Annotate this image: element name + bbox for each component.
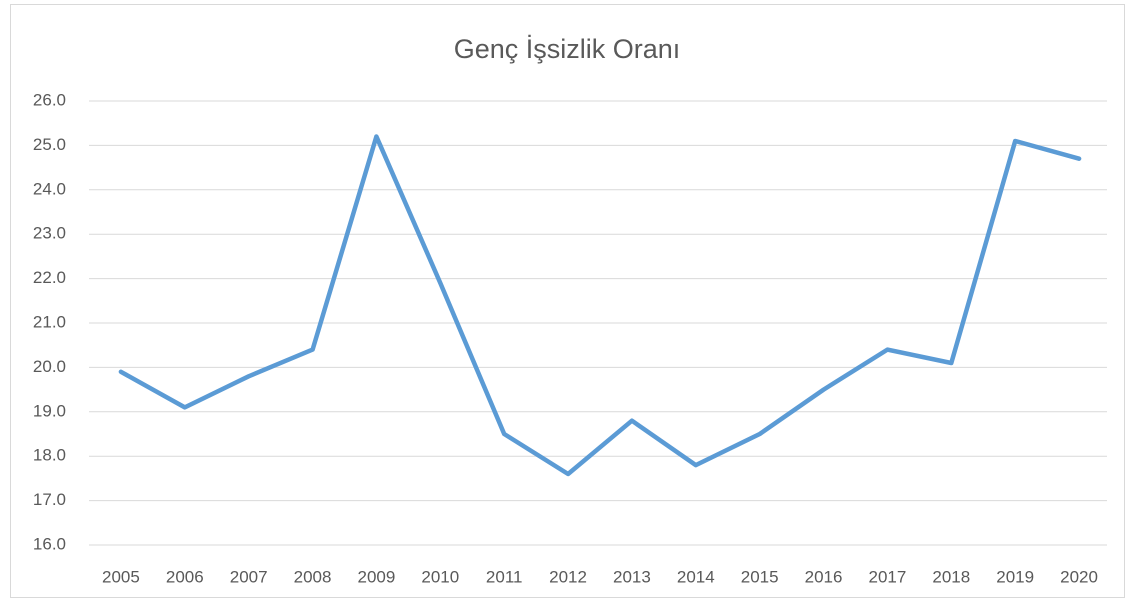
x-tick-label: 2009	[358, 567, 396, 586]
y-tick-label: 26.0	[33, 90, 66, 109]
x-tick-label: 2019	[996, 567, 1034, 586]
x-tick-label: 2012	[549, 567, 587, 586]
x-tick-label: 2017	[869, 567, 907, 586]
x-tick-label: 2011	[486, 567, 523, 586]
data-line	[118, 134, 1082, 477]
x-tick-label: 2006	[166, 567, 204, 586]
x-tick-label: 2016	[805, 567, 843, 586]
y-tick-label: 22.0	[33, 268, 66, 287]
y-tick-label: 18.0	[33, 446, 66, 465]
y-tick-label: 23.0	[33, 224, 66, 243]
y-tick-label: 16.0	[33, 534, 66, 553]
chart-title: Genç İşsizlik Oranı	[454, 33, 681, 64]
y-tick-label: 19.0	[33, 401, 66, 420]
x-tick-label: 2008	[294, 567, 332, 586]
x-tick-label: 2020	[1060, 567, 1098, 586]
x-tick-label: 2007	[230, 567, 268, 586]
x-tick-label: 2015	[741, 567, 779, 586]
x-tick-label: 2005	[102, 567, 140, 586]
y-tick-label: 21.0	[33, 312, 66, 331]
x-tick-label: 2013	[613, 567, 651, 586]
chart-border	[10, 4, 1125, 598]
x-tick-label: 2010	[421, 567, 459, 586]
y-tick-label: 20.0	[33, 357, 66, 376]
y-tick-label: 24.0	[33, 179, 66, 198]
y-tick-label: 17.0	[33, 490, 66, 509]
y-tick-label: 25.0	[33, 135, 66, 154]
x-tick-label: 2018	[932, 567, 970, 586]
x-tick-label: 2014	[677, 567, 715, 586]
